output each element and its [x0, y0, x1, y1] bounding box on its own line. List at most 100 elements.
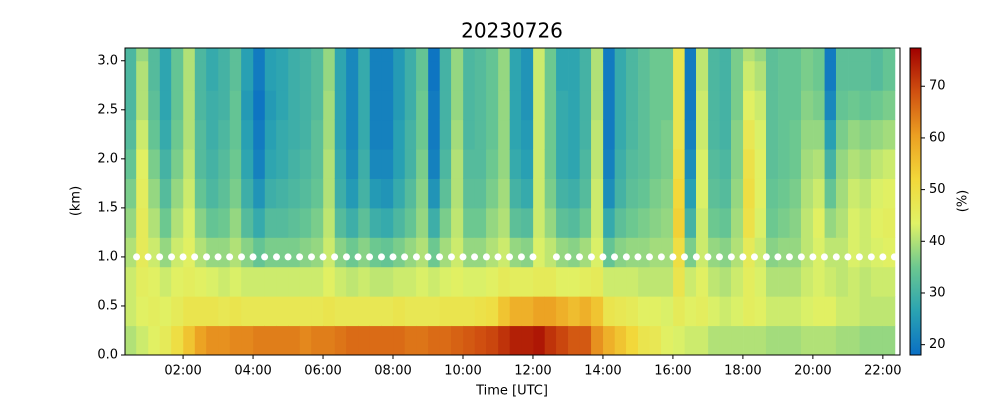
heat-cell: [731, 48, 744, 62]
heat-cell: [824, 119, 837, 150]
heat-cell: [393, 207, 406, 238]
heat-cell: [579, 237, 592, 268]
heat-cell: [568, 119, 581, 150]
heat-cell: [404, 237, 417, 268]
heat-cell: [463, 266, 476, 297]
heat-cell: [626, 149, 639, 179]
heat-cell: [813, 325, 826, 355]
marker: [634, 253, 642, 261]
heat-cell: [626, 266, 639, 297]
heat-cell: [765, 266, 779, 297]
heat-cell: [148, 48, 161, 62]
heat-cell: [498, 325, 511, 355]
heat-cell: [136, 296, 149, 327]
heat-cell: [638, 119, 651, 150]
heat-cell: [381, 149, 394, 179]
heat-cell: [136, 237, 149, 268]
marker: [832, 253, 840, 261]
heat-cell: [486, 237, 499, 268]
heat-cell: [614, 90, 627, 121]
heat-cell: [731, 325, 744, 355]
heat-cell: [544, 325, 557, 355]
heat-cell: [229, 207, 242, 238]
heat-cell: [276, 237, 289, 268]
heat-cell: [393, 325, 406, 355]
heat-cell: [708, 178, 721, 209]
heat-cell: [743, 90, 756, 121]
heat-cell: [218, 325, 231, 355]
heat-cell: [311, 149, 324, 179]
heat-cell: [800, 48, 814, 62]
heat-cell: [451, 48, 464, 62]
heat-cell: [835, 237, 849, 268]
heat-cell: [789, 119, 802, 150]
heatmap: [125, 48, 898, 355]
heat-cell: [673, 119, 686, 150]
heat-cell: [661, 178, 674, 209]
heat-cell: [661, 325, 674, 355]
x-tick-label: 22:00: [864, 364, 901, 379]
heat-cell: [743, 149, 756, 179]
heat-cell: [451, 237, 464, 268]
heat-cell: [183, 237, 196, 268]
heat-cell: [241, 207, 254, 238]
heat-cell: [241, 149, 254, 179]
heat-cell: [649, 60, 662, 91]
heat-cell: [731, 178, 744, 209]
heat-cell: [556, 119, 569, 150]
heat-cell: [428, 296, 441, 327]
heat-cell: [264, 48, 277, 62]
heat-cell: [568, 266, 581, 297]
heat-cell: [288, 266, 301, 297]
heat-cell: [870, 325, 884, 355]
heat-cell: [323, 266, 336, 297]
heat-cell: [754, 237, 767, 268]
heat-cell: [299, 90, 312, 121]
heat-cell: [183, 207, 196, 238]
heat-cell: [521, 325, 534, 355]
heat-cell: [346, 237, 359, 268]
heat-cell: [696, 90, 709, 121]
heat-cell: [183, 90, 196, 121]
heat-cell: [439, 48, 452, 62]
heat-cell: [428, 149, 441, 179]
heat-cell: [229, 90, 242, 121]
heat-cell: [696, 325, 709, 355]
heat-cell: [148, 90, 161, 121]
heat-cell: [381, 325, 394, 355]
heat-cell: [882, 237, 896, 268]
x-tick-label: 02:00: [164, 364, 201, 379]
heat-cell: [870, 207, 884, 238]
heat-cell: [848, 207, 861, 238]
heat-cell: [474, 237, 487, 268]
heat-cell: [661, 60, 674, 91]
heat-cell: [824, 266, 837, 297]
heat-cell: [404, 266, 417, 297]
heat-cell: [439, 325, 452, 355]
heat-cell: [451, 119, 464, 150]
heat-cell: [171, 48, 184, 62]
heat-cell: [159, 296, 172, 327]
heat-cell: [136, 119, 149, 150]
heat-cell: [125, 90, 137, 121]
heat-cell: [859, 60, 872, 91]
heat-cell: [451, 149, 464, 179]
heat-cell: [323, 178, 336, 209]
heat-cell: [125, 178, 137, 209]
heat-cell: [614, 237, 627, 268]
heat-cell: [171, 149, 184, 179]
heat-cell: [159, 266, 172, 297]
heat-cell: [556, 296, 569, 327]
heat-cell: [870, 90, 884, 121]
heat-cell: [859, 325, 872, 355]
heat-cell: [125, 237, 137, 268]
heat-cell: [684, 207, 697, 238]
heat-cell: [323, 90, 336, 121]
heat-cell: [614, 296, 627, 327]
marker: [727, 253, 735, 261]
marker: [144, 253, 152, 261]
marker: [238, 253, 246, 261]
colorbar-tick-label: 50: [929, 182, 946, 197]
heat-cell: [649, 119, 662, 150]
heat-cell: [870, 178, 884, 209]
